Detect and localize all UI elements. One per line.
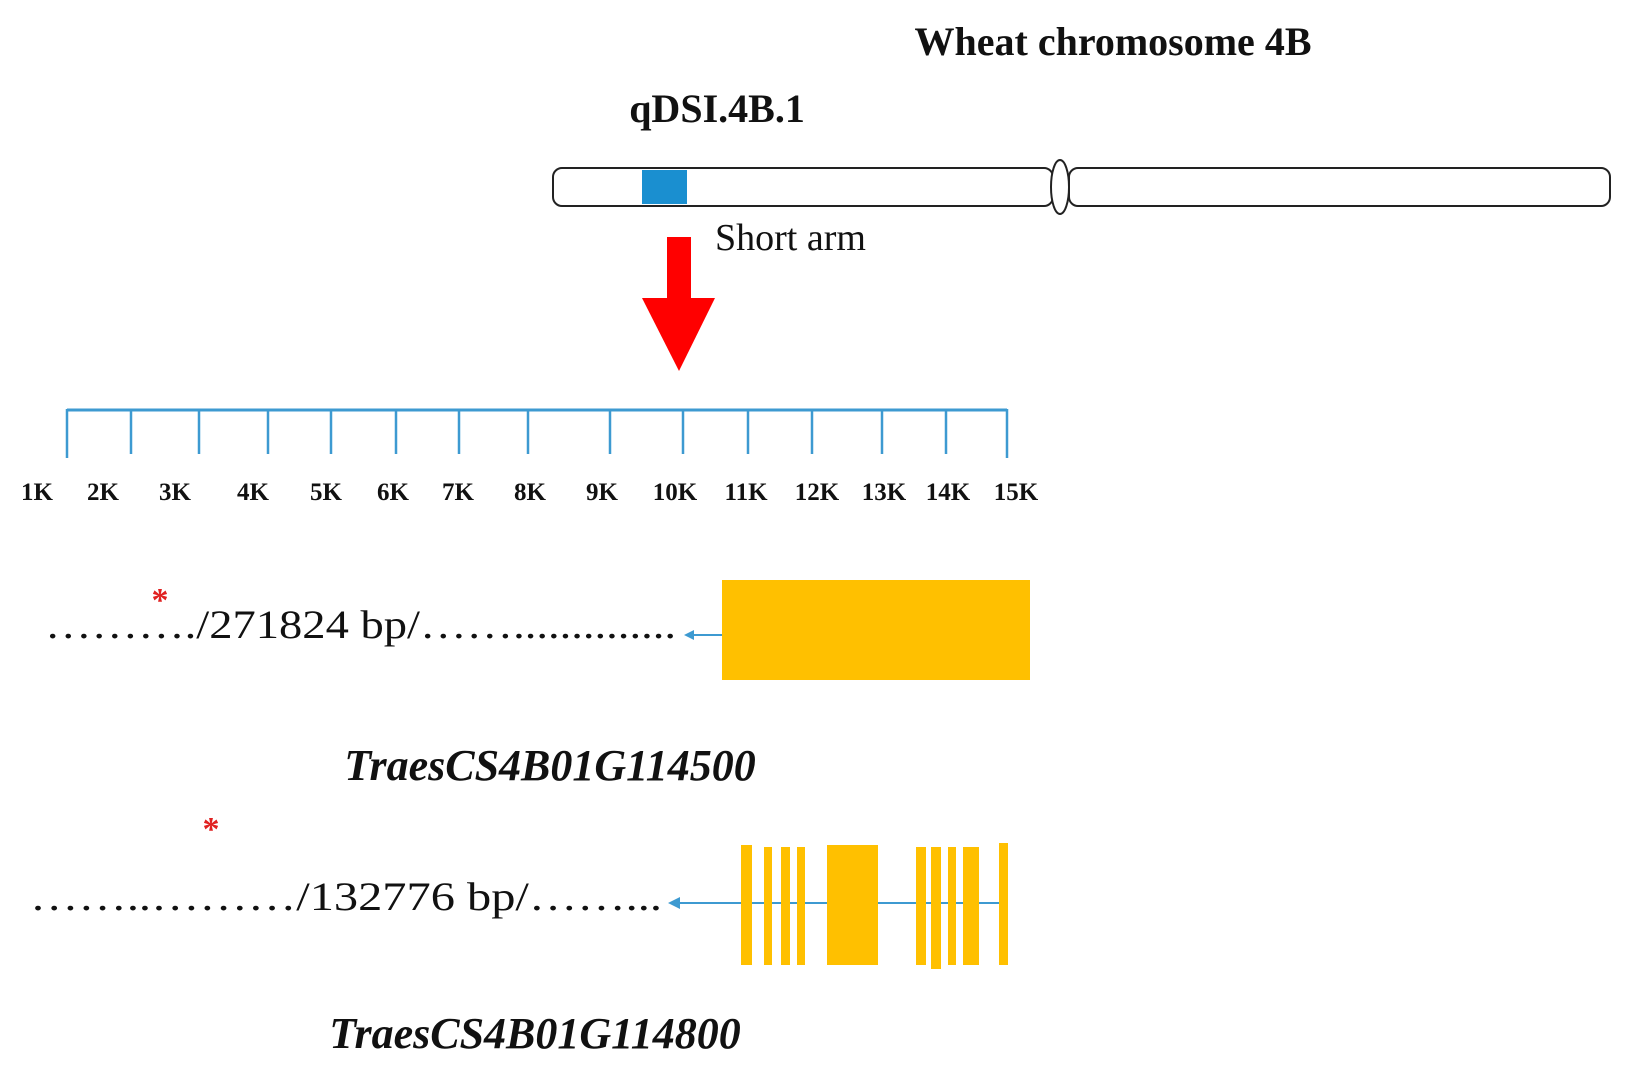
distance-text-1: ………./271824 bp/…….............. <box>45 602 676 647</box>
chromosome-short-arm <box>552 167 1054 207</box>
exon <box>722 580 1030 680</box>
centromere <box>1050 159 1070 215</box>
scale-tick-label: 12K <box>795 479 840 506</box>
scale-tick-label: 13K <box>862 479 907 506</box>
qtl-label: qDSI.4B.1 <box>629 86 805 131</box>
exon <box>931 847 941 969</box>
exon <box>797 847 805 965</box>
scale-tick-label: 7K <box>442 479 475 506</box>
significance-marker-1: * <box>152 582 169 619</box>
gene-name-1: TraesCS4B01G114500 <box>344 741 756 790</box>
scale-tick-label: 3K <box>159 479 192 506</box>
significance-marker-2: * <box>203 811 220 848</box>
exon <box>948 847 956 965</box>
scale-tick-label: 1K <box>21 479 54 506</box>
exon <box>999 843 1008 965</box>
strand-arrow-head-2 <box>668 897 680 909</box>
exon <box>741 845 752 965</box>
chromosome-4b <box>552 159 1611 215</box>
scale-tick-label: 11K <box>724 479 768 506</box>
scale-tick-label: 8K <box>514 479 547 506</box>
distance-text-2: ……..………/132776 bp/……... <box>30 874 662 919</box>
scale-tick-label: 14K <box>926 479 971 506</box>
exon <box>916 847 926 965</box>
zoom-arrow-icon <box>642 237 715 371</box>
exon <box>963 847 979 965</box>
exon <box>781 847 790 965</box>
exon <box>764 847 772 965</box>
scale-tick-label: 9K <box>586 479 619 506</box>
scale-tick-label: 10K <box>653 479 698 506</box>
scale-tick-label: 5K <box>310 479 343 506</box>
strand-arrow-head-1 <box>684 630 694 640</box>
chromosome-long-arm <box>1068 167 1611 207</box>
chromosome-title: Wheat chromosome 4B <box>915 19 1312 64</box>
qtl-region <box>642 170 687 204</box>
short-arm-label: Short arm <box>715 217 866 259</box>
scale-tick-label: 4K <box>237 479 270 506</box>
gene-model-2: * ……..………/132776 bp/……... TraesCS4B01G11… <box>30 811 1008 1058</box>
gene-name-2: TraesCS4B01G114800 <box>329 1009 741 1058</box>
exon <box>827 845 878 965</box>
scale-tick-label: 15K <box>994 479 1039 506</box>
scale-bar: 1K 2K 3K 4K 5K 6K 7K 8K 9K 10K 11K 12K 13K 14K 15K <box>21 408 1039 506</box>
gene-model-1: * ………./271824 bp/…….............. TraesC… <box>45 580 1030 790</box>
scale-tick-label: 6K <box>377 479 410 506</box>
scale-tick-label: 2K <box>87 479 120 506</box>
